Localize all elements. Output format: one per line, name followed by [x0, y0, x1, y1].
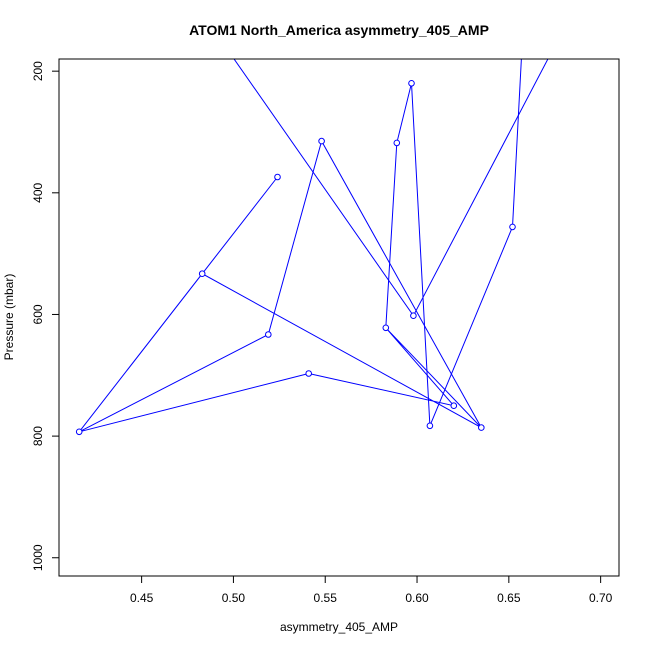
x-tick-label: 0.55 [314, 591, 338, 605]
data-point [478, 424, 485, 431]
data-point [305, 370, 313, 377]
y-tick-label: 200 [31, 61, 45, 81]
x-tick-label: 0.70 [589, 591, 613, 605]
x-tick-label: 0.50 [222, 591, 246, 605]
data-point [318, 137, 325, 145]
data-point [410, 312, 417, 320]
data-point [274, 173, 281, 181]
x-axis-label: asymmetry_405_AMP [280, 620, 398, 634]
data-point [450, 402, 458, 410]
data-point [408, 80, 415, 87]
data-point [198, 270, 206, 278]
y-axis-label: Pressure (mbar) [2, 274, 16, 361]
data-point [265, 331, 272, 338]
x-tick-label: 0.60 [405, 591, 429, 605]
series-line [385, 59, 522, 426]
series-line [78, 139, 483, 433]
axis-ticks: 0.45 0.50 0.55 0.60 0.65 0.70 200 400 600 800 1000 [31, 61, 613, 605]
data-point [393, 139, 401, 147]
series-line [233, 59, 549, 317]
chart-title: ATOM1 North_America asymmetry_405_AMP [189, 22, 489, 38]
plot-frame [58, 58, 620, 577]
x-tick-label: 0.65 [497, 591, 521, 605]
data-point [382, 324, 390, 332]
data-point [426, 422, 434, 430]
series-layer [75, 59, 549, 436]
data-point [75, 428, 83, 436]
y-tick-label: 400 [31, 182, 45, 202]
y-tick-label: 600 [31, 304, 45, 324]
data-point [509, 223, 516, 231]
y-tick-label: 800 [31, 426, 45, 446]
x-tick-label: 0.45 [130, 591, 154, 605]
y-tick-label: 1000 [31, 544, 45, 571]
